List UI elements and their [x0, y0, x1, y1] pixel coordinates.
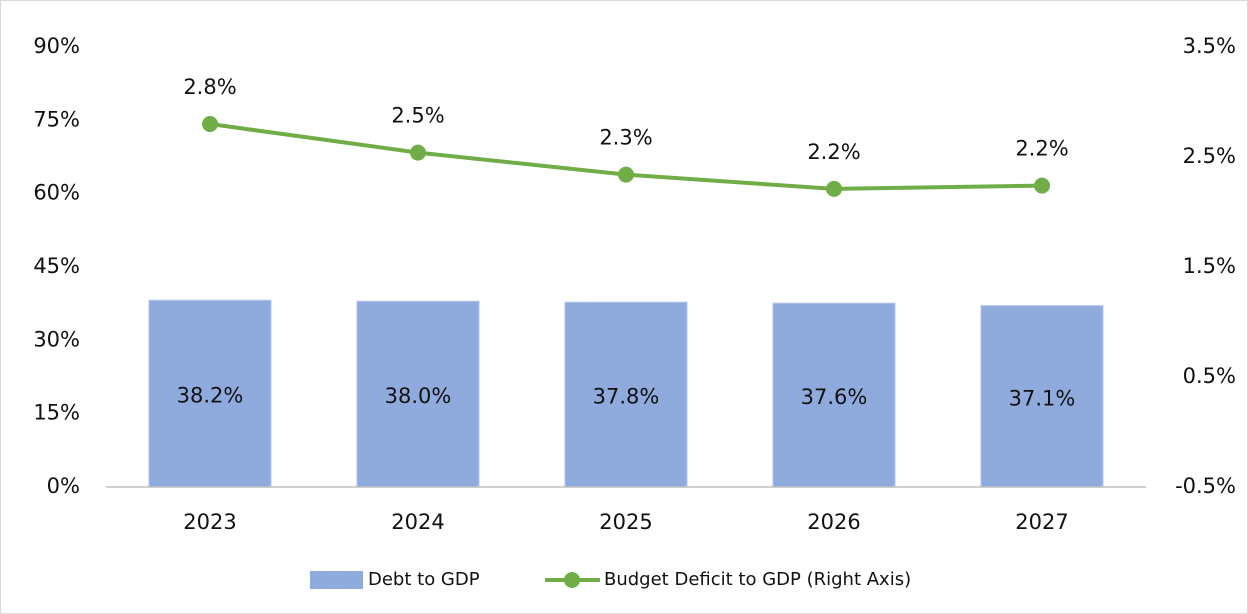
- line-point: [826, 180, 842, 197]
- line-value-label: 2.2%: [1015, 137, 1068, 161]
- bar: [148, 299, 272, 488]
- legend: Debt to GDP Budget Deficit to GDP (Right …: [310, 569, 911, 590]
- legend-label: Debt to GDP: [368, 569, 480, 590]
- line-point: [618, 166, 634, 183]
- line-point: [1034, 177, 1050, 194]
- x-tick-label: 2025: [599, 510, 652, 534]
- bar: [772, 302, 896, 488]
- legend-swatch: [310, 571, 363, 589]
- y2-tick-label: 1.5%: [1183, 254, 1236, 278]
- y-tick-label: 0%: [47, 474, 80, 498]
- bar: [564, 301, 688, 488]
- y-tick-label: 30%: [33, 327, 80, 351]
- bar-value-label: 37.6%: [801, 385, 868, 409]
- bar: [356, 300, 480, 488]
- bar-value-label: 37.1%: [1009, 386, 1076, 410]
- y2-tick-label: 2.5%: [1183, 144, 1236, 168]
- bar-value-label: 38.0%: [385, 384, 452, 408]
- y-tick-label: 45%: [33, 254, 80, 278]
- y-tick-label: 90%: [33, 34, 80, 58]
- bar-value-label: 38.2%: [177, 384, 244, 408]
- line-value-label: 2.5%: [391, 104, 444, 128]
- bar-value-label: 37.8%: [593, 385, 660, 409]
- legend-swatch-point: [564, 572, 580, 588]
- line-point: [410, 144, 426, 161]
- line-value-label: 2.8%: [183, 75, 236, 99]
- line-point: [202, 116, 218, 132]
- y2-tick-label: -0.5%: [1175, 474, 1236, 498]
- x-tick-label: 2026: [807, 510, 860, 534]
- y2-tick-label: 3.5%: [1183, 34, 1236, 58]
- bar: [980, 305, 1104, 488]
- y-tick-label: 15%: [33, 401, 80, 425]
- y2-tick-label: 0.5%: [1183, 364, 1236, 388]
- y-tick-label: 60%: [33, 181, 80, 205]
- legend-label: Budget Deficit to GDP (Right Axis): [604, 569, 911, 590]
- line-value-label: 2.3%: [599, 126, 652, 150]
- x-tick-label: 2024: [391, 510, 444, 534]
- x-tick-label: 2027: [1015, 510, 1068, 534]
- line-value-label: 2.2%: [807, 140, 860, 164]
- x-tick-label: 2023: [183, 510, 236, 534]
- y-tick-label: 75%: [33, 107, 80, 131]
